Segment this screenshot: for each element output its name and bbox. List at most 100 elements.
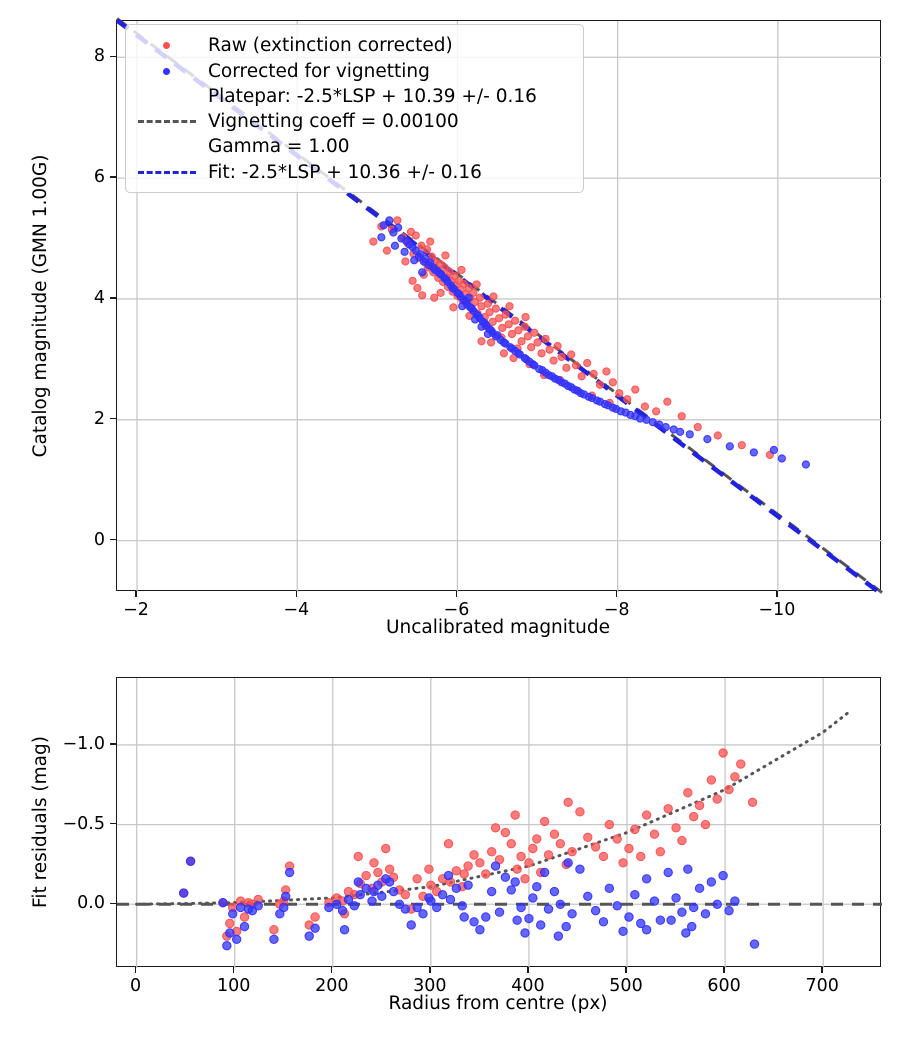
data-point <box>494 907 505 917</box>
legend-marker-raw-dot-icon <box>136 33 198 57</box>
data-point <box>377 233 386 242</box>
data-point <box>253 901 263 911</box>
data-point <box>408 242 417 252</box>
data-point <box>553 341 562 351</box>
legend-item-platepar: Platepar: -2.5*LSP + 10.39 +/- 0.16 Vign… <box>136 84 573 159</box>
data-point <box>388 886 399 897</box>
data-point <box>737 441 746 450</box>
data-point <box>703 435 712 444</box>
data-point <box>538 366 547 375</box>
scatter-series <box>178 856 760 951</box>
data-point <box>269 925 279 935</box>
data-point <box>280 891 291 901</box>
data-point <box>469 288 478 298</box>
data-point <box>459 912 469 922</box>
data-point <box>500 827 511 838</box>
data-point <box>598 851 609 862</box>
data-point <box>486 338 496 347</box>
data-point <box>477 337 486 346</box>
data-point <box>618 858 628 868</box>
data-point <box>451 883 462 894</box>
data-point <box>535 920 546 930</box>
data-point <box>706 775 717 785</box>
legend-marker-corrected-dot-icon <box>136 59 198 83</box>
data-point <box>493 331 502 340</box>
data-point <box>235 902 246 913</box>
data-point <box>524 913 534 924</box>
data-point <box>777 454 786 463</box>
data-point <box>353 851 363 862</box>
data-point <box>472 280 481 289</box>
data-point <box>724 905 734 916</box>
data-point <box>225 918 235 929</box>
data-point <box>712 899 722 909</box>
data-point <box>630 890 640 900</box>
y-tick-label: −0.5 <box>62 813 106 834</box>
data-point <box>608 403 617 412</box>
data-point <box>681 928 691 938</box>
data-point <box>671 893 681 903</box>
data-point <box>616 407 625 416</box>
calibration-legend: Raw (extinction corrected) Corrected for… <box>125 24 584 193</box>
data-point <box>683 788 693 798</box>
data-point <box>516 851 526 862</box>
data-point <box>459 869 469 879</box>
legend-item-raw: Raw (extinction corrected) <box>136 32 573 58</box>
data-point <box>475 858 485 868</box>
data-point <box>424 893 434 903</box>
x-tick-mark <box>429 967 431 973</box>
data-point <box>458 302 467 311</box>
x-tick-label: 400 <box>511 976 545 996</box>
data-point <box>688 902 699 913</box>
data-point <box>551 374 560 383</box>
data-point <box>590 842 601 852</box>
data-point <box>677 412 686 421</box>
calibration-y-axis-title: Catalog magnitude (GMN 1.00G) <box>30 154 51 458</box>
data-point <box>469 917 479 927</box>
data-point <box>539 867 550 878</box>
data-point <box>677 907 687 917</box>
data-point <box>424 261 433 270</box>
legend-item-corrected: Corrected for vignetting <box>136 58 573 84</box>
data-point <box>725 442 734 451</box>
data-point <box>426 880 436 890</box>
data-point <box>443 839 454 849</box>
data-point <box>652 407 661 416</box>
data-point <box>522 355 531 364</box>
data-point <box>512 864 522 874</box>
data-point <box>494 314 504 323</box>
data-point <box>430 293 439 302</box>
data-point <box>231 934 242 945</box>
legend-item-fit: Fit: -2.5*LSP + 10.36 +/- 0.16 <box>136 159 573 185</box>
data-point <box>178 888 189 898</box>
data-point <box>463 861 473 871</box>
data-point <box>490 823 501 833</box>
y-tick-label: 8 <box>93 46 105 67</box>
data-point <box>361 870 371 881</box>
data-point <box>377 891 387 901</box>
data-point <box>630 824 640 835</box>
data-point <box>499 349 509 358</box>
y-tick-mark <box>110 822 116 825</box>
data-point <box>501 310 510 319</box>
data-point <box>641 874 652 884</box>
data-point <box>583 358 592 368</box>
data-point <box>604 883 615 894</box>
data-point <box>410 256 419 265</box>
scatter-series <box>369 216 774 459</box>
data-point <box>595 380 605 389</box>
data-point <box>418 291 427 300</box>
x-tick-mark <box>615 591 618 597</box>
data-point <box>369 886 379 897</box>
data-point <box>561 921 571 932</box>
x-tick-label: 300 <box>413 976 447 996</box>
data-point <box>412 874 422 884</box>
legend-label-raw: Raw (extinction corrected) <box>208 34 453 56</box>
data-point <box>373 867 383 878</box>
x-tick-label: −8 <box>603 600 630 620</box>
y-tick-mark <box>110 743 116 745</box>
data-point <box>641 925 652 935</box>
data-point <box>626 410 635 420</box>
data-point <box>432 902 442 913</box>
data-point <box>549 356 558 365</box>
